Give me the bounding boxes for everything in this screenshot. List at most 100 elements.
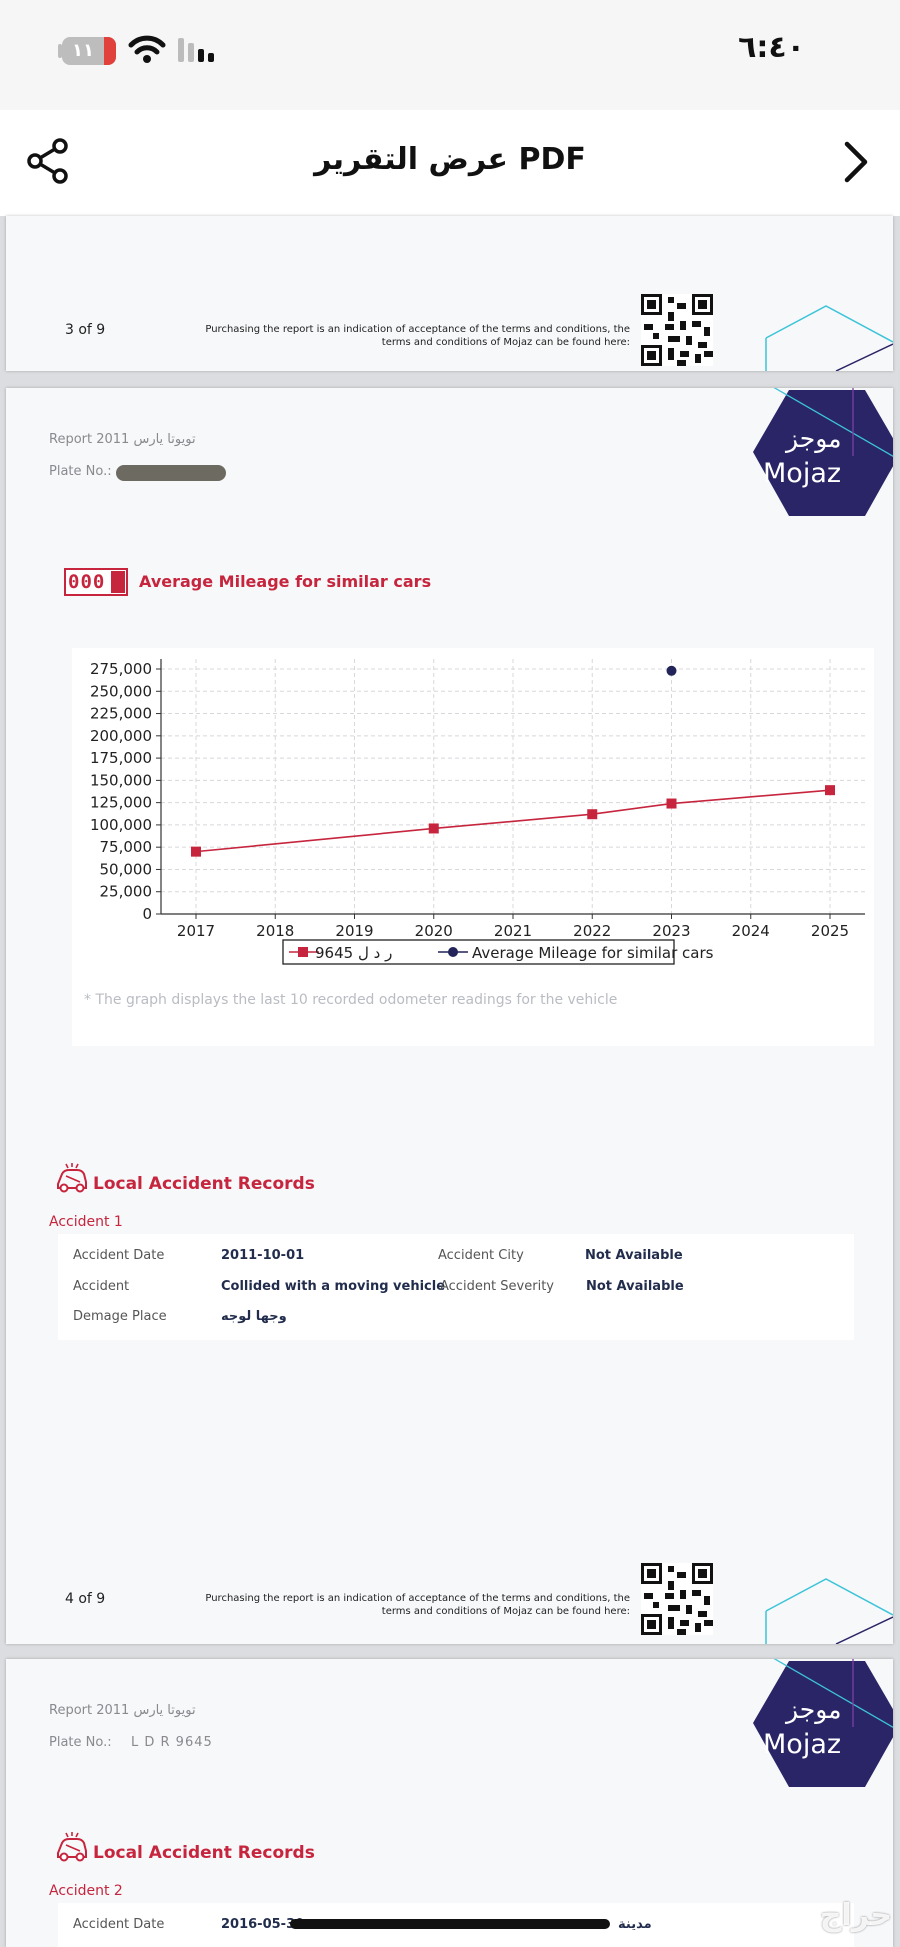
accident-date-value: 2011-10-01 [221,1248,305,1263]
home-indicator[interactable] [290,1919,610,1929]
chart-series [191,665,835,857]
navigation-bar: عرض التقرير PDF [0,110,900,216]
accident-city-value: مدينة [618,1917,652,1932]
qr-code-icon[interactable] [641,294,713,366]
terms-text: Purchasing the report is an indication o… [170,323,630,349]
terms-text: Purchasing the report is an indication o… [170,1592,630,1618]
x-tick-label: 2025 [811,922,849,940]
decorative-pattern [765,1578,893,1644]
accident-date-label: Accident Date [73,1917,165,1932]
plate-label: Plate No.: [49,464,112,479]
terms-line-1: Purchasing the report is an indication o… [205,1593,630,1604]
chart-legend[interactable]: ر د ل 9645 Average Mileage for similar c… [282,939,714,965]
report-title: Report 2011 تويوتا يارس [49,432,196,447]
x-axis-ticks: 2017 2018 2019 2020 2021 2022 2023 2024 2025 [177,914,849,940]
data-point[interactable] [428,823,439,834]
damage-place-value: وجها لوجه [221,1309,287,1324]
plate-redaction [116,465,226,481]
accident-type-value: Collided with a moving vehicle [221,1279,446,1294]
pdf-page-3: 3 of 9 Purchasing the report is an indic… [6,216,893,371]
page-number: 3 of 9 [65,322,106,338]
accident-severity-value: Not Available [586,1279,684,1294]
accident-severity-label: Accident Severity [440,1279,554,1294]
y-tick-label: 275,000 [90,660,152,678]
pdf-page-4: Report 2011 تويوتا يارس Plate No.: موجز … [6,388,893,1644]
wifi-icon [128,35,166,63]
plate-label: Plate No.: [49,1735,112,1750]
mojaz-logo: موجز Mojaz [753,388,893,516]
legend-label-vehicle: ر د ل 9645 [315,944,392,962]
plate-value: L D R 9645 [131,1735,213,1750]
accident-heading: Accident 1 [49,1214,123,1230]
legend-marker-square [298,947,308,957]
accident-heading: Accident 2 [49,1883,123,1899]
y-tick-label: 125,000 [90,794,152,812]
y-tick-label: 250,000 [90,682,152,700]
y-tick-label: 150,000 [90,771,152,789]
odometer-icon: 000 [64,568,128,596]
terms-line-2: terms and conditions of Mojaz can be fou… [381,337,630,348]
data-point[interactable] [587,809,598,820]
x-tick-label: 2023 [652,922,690,940]
battery-icon: ١١ [62,37,116,65]
mileage-section-title: Average Mileage for similar cars [139,572,432,591]
chart-grid [161,659,865,914]
accident-car-icon [57,1163,87,1193]
terms-line-1: Purchasing the report is an indication o… [205,324,630,335]
data-point[interactable] [666,665,677,676]
watermark-logo: حراج [819,1898,892,1933]
terms-line-2: terms and conditions of Mojaz can be fou… [381,1606,630,1617]
logo-arabic: موجز [784,1695,842,1724]
battery-cap [58,44,62,58]
mojaz-logo: موجز Mojaz [753,1659,893,1787]
data-point[interactable] [825,785,835,796]
odometer-digits: 000 [68,571,106,593]
mileage-chart-card: 275,000 250,000 225,000 200,000 175,000 150,0… [72,648,874,1046]
status-time: ٦:٤٠ [738,30,805,65]
chevron-right-icon[interactable] [842,140,870,184]
status-bar: ١١ ٦:٤٠ [0,0,900,110]
report-title: Report 2011 تويوتا يارس [49,1703,196,1718]
logo-arabic: موجز [784,424,842,453]
pdf-page-5: Report 2011 تويوتا يارس Plate No.: L D R… [6,1659,893,1947]
y-tick-label: 0 [142,905,152,923]
x-tick-label: 2019 [335,922,373,940]
mileage-chart: 275,000 250,000 225,000 200,000 175,000 150,0… [90,659,865,965]
y-tick-label: 100,000 [90,816,152,834]
accident-city-value: Not Available [585,1248,683,1263]
chart-note: * The graph displays the last 10 recorde… [84,992,618,1008]
x-tick-label: 2017 [177,922,215,940]
y-tick-label: 75,000 [100,838,153,856]
data-point[interactable] [191,846,201,857]
x-tick-label: 2024 [732,922,770,940]
legend-marker-circle [448,947,458,957]
accident-date-label: Accident Date [73,1248,165,1263]
qr-code-icon[interactable] [641,1563,713,1635]
x-tick-label: 2018 [256,922,294,940]
y-tick-label: 50,000 [100,860,153,878]
logo-english: Mojaz [763,458,841,489]
accident-date-value: 2016-05-30 [221,1917,305,1932]
page-title: عرض التقرير PDF [314,142,586,177]
damage-place-label: Demage Place [73,1309,167,1324]
y-tick-label: 175,000 [90,749,152,767]
y-axis-ticks: 275,000 250,000 225,000 200,000 175,000 150,0… [90,660,161,923]
logo-english: Mojaz [763,1729,841,1760]
y-tick-label: 200,000 [90,727,152,745]
y-tick-label: 25,000 [100,883,153,901]
x-tick-label: 2021 [494,922,532,940]
accident-car-icon [57,1832,87,1862]
x-tick-label: 2020 [415,922,453,940]
y-tick-label: 225,000 [90,705,152,723]
accident-city-label: Accident City [438,1248,524,1263]
accident-details-card: Accident Date 2011-10-01 Accident City N… [58,1234,854,1340]
legend-label-average: Average Mileage for similar cars [472,944,714,962]
data-point[interactable] [666,798,677,809]
accident-section-title: Local Accident Records [93,1843,315,1863]
share-icon[interactable] [26,138,72,184]
accident-type-label: Accident [73,1279,130,1294]
signal-icon [178,38,214,62]
page-number: 4 of 9 [65,1591,106,1607]
decorative-pattern [765,305,893,371]
accident-section-title: Local Accident Records [93,1174,315,1194]
